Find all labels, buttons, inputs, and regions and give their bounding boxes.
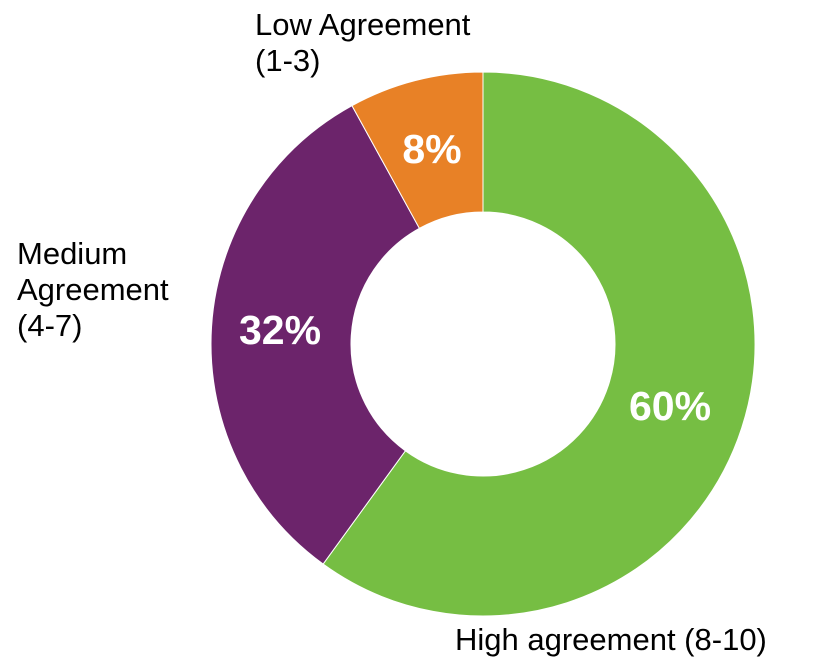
category-label-low: Low Agreement (1-3) xyxy=(255,7,471,78)
value-label-low: 8% xyxy=(402,126,461,172)
slice-medium xyxy=(210,104,421,565)
category-label-high: High agreement (8-10) xyxy=(455,622,767,657)
category-label-medium: Medium Agreement (4-7) xyxy=(17,236,169,343)
donut-slices xyxy=(210,71,756,617)
slice-low xyxy=(351,71,484,230)
slice-high xyxy=(322,71,756,617)
value-label-high: 60% xyxy=(629,383,711,429)
value-label-medium: 32% xyxy=(239,307,321,353)
